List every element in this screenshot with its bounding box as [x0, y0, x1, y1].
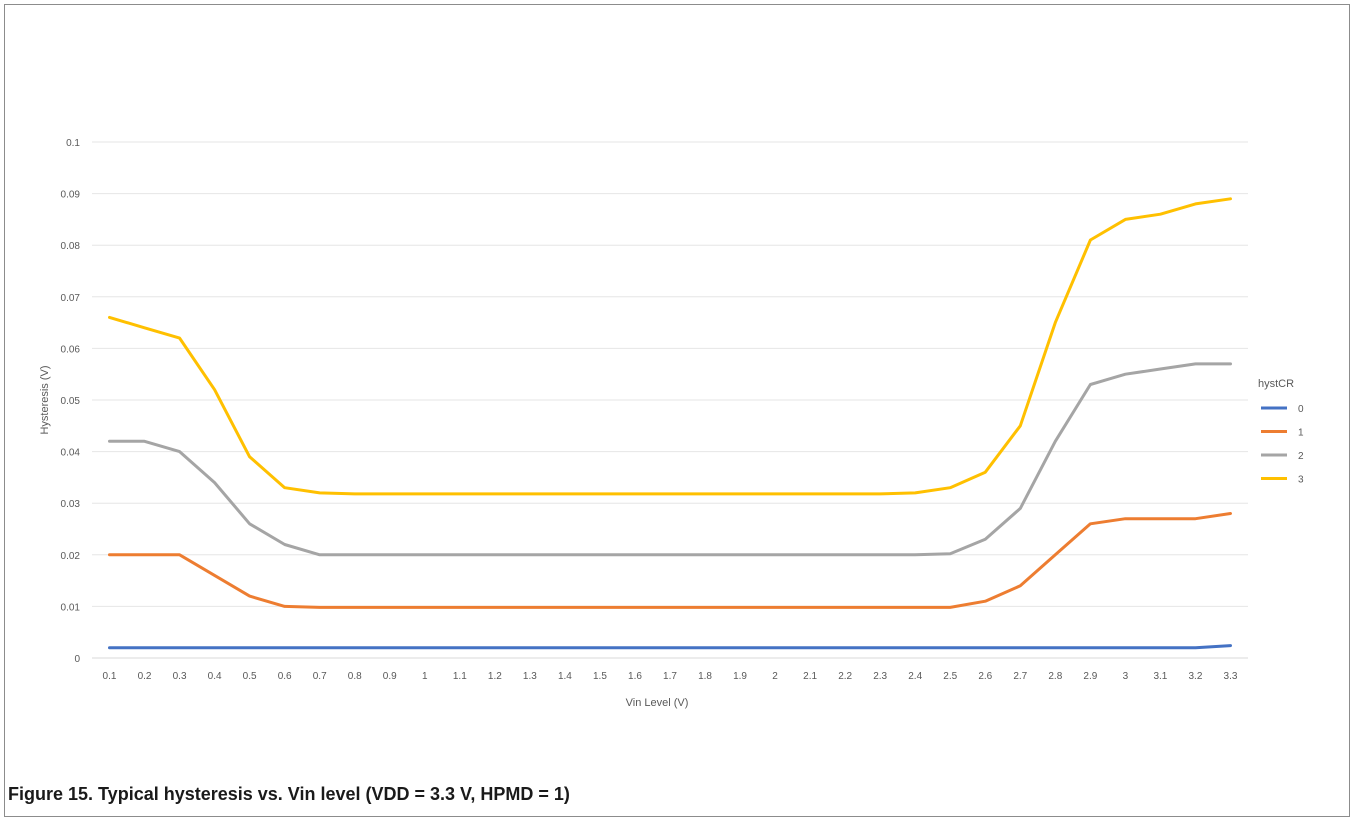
x-tick-label: 2.6: [978, 671, 992, 682]
x-tick-label: 3.2: [1189, 671, 1203, 682]
y-axis-ticks: 0 0.01 0.02 0.03 0.04 0.05 0.06 0.07 0.08 0.09 0.1: [61, 138, 81, 665]
hysteresis-chart: 0 0.01 0.02 0.03 0.04 0.05 0.06 0.07 0.08 0.09 0.1…: [39, 138, 1304, 709]
x-tick-label: 0.4: [208, 671, 222, 682]
x-tick-label: 1.8: [698, 671, 712, 682]
x-tick-label: 1.9: [733, 671, 747, 682]
legend-label-1: 1: [1298, 428, 1304, 439]
x-tick-label: 3.1: [1153, 671, 1167, 682]
y-tick-label: 0.01: [61, 602, 81, 613]
x-tick-label: 0.1: [103, 671, 117, 682]
y-tick-label: 0.04: [61, 448, 81, 459]
x-tick-label: 0.8: [348, 671, 362, 682]
x-tick-label: 2.3: [873, 671, 887, 682]
y-tick-label: 0.1: [66, 138, 80, 149]
legend-label-2: 2: [1298, 451, 1304, 462]
legend-label-3: 3: [1298, 475, 1304, 486]
y-tick-label: 0.09: [61, 190, 81, 201]
x-tick-label: 2.1: [803, 671, 817, 682]
series-lines: [108, 197, 1232, 650]
x-tick-label: 2.7: [1013, 671, 1027, 682]
legend-title: hystCR: [1258, 378, 1294, 390]
x-tick-label: 0.9: [383, 671, 397, 682]
series-line-0: [108, 644, 1232, 650]
y-tick-label: 0.05: [61, 396, 81, 407]
x-tick-label: 0.3: [173, 671, 187, 682]
x-tick-label: 1: [422, 671, 428, 682]
gridlines: [92, 141, 1248, 659]
x-tick-label: 0.5: [243, 671, 257, 682]
x-tick-label: 1.1: [453, 671, 467, 682]
figure-frame: [4, 4, 1350, 817]
x-tick-label: 1.7: [663, 671, 677, 682]
x-tick-label: 0.6: [278, 671, 292, 682]
y-tick-label: 0.02: [61, 551, 81, 562]
x-tick-label: 2.9: [1083, 671, 1097, 682]
legend: hystCR 0 1 2 3: [1258, 378, 1304, 486]
y-tick-label: 0: [74, 654, 80, 665]
x-tick-label: 2: [772, 671, 778, 682]
x-tick-label: 2.2: [838, 671, 852, 682]
x-tick-label: 2.8: [1048, 671, 1062, 682]
x-axis-ticks: 0.1 0.2 0.3 0.4 0.5 0.6 0.7 0.8 0.9 1 1.1 1.2 1.3 1.4…: [103, 671, 1238, 682]
figure-caption: Figure 15. Typical hysteresis vs. Vin le…: [8, 784, 570, 804]
y-axis-label: Hysteresis (V): [39, 365, 51, 434]
y-tick-label: 0.06: [61, 344, 81, 355]
series-line-2: [108, 362, 1232, 557]
x-tick-label: 3: [1123, 671, 1129, 682]
series-line-1: [108, 512, 1232, 609]
legend-label-0: 0: [1298, 404, 1304, 415]
x-tick-label: 1.5: [593, 671, 607, 682]
x-tick-label: 3.3: [1224, 671, 1238, 682]
x-tick-label: 2.5: [943, 671, 957, 682]
y-tick-label: 0.07: [61, 293, 81, 304]
y-tick-label: 0.08: [61, 241, 81, 252]
x-tick-label: 0.2: [138, 671, 152, 682]
y-tick-label: 0.03: [61, 499, 81, 510]
x-tick-label: 1.2: [488, 671, 502, 682]
x-tick-label: 1.6: [628, 671, 642, 682]
x-tick-label: 0.7: [313, 671, 327, 682]
x-tick-label: 2.4: [908, 671, 922, 682]
x-axis-label: Vin Level (V): [626, 697, 689, 709]
x-tick-label: 1.3: [523, 671, 537, 682]
x-tick-label: 1.4: [558, 671, 572, 682]
series-line-3: [108, 197, 1232, 496]
